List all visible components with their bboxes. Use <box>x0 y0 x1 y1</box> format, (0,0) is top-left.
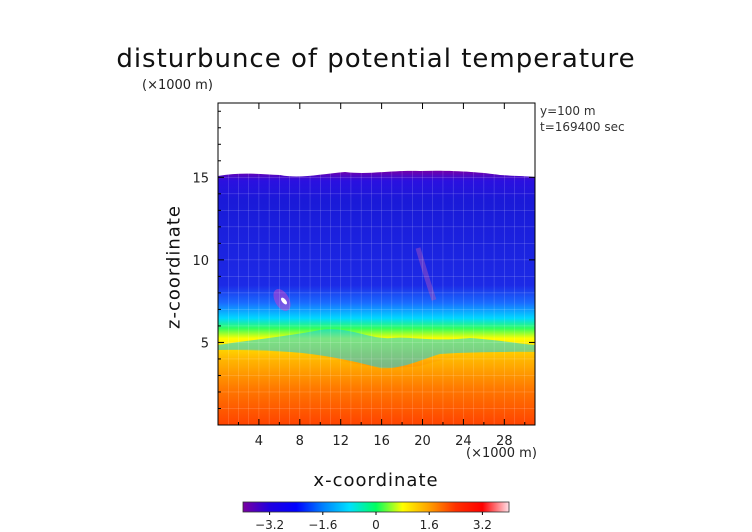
warm-layer <box>218 349 535 425</box>
y-axis: 5 10 15 <box>192 110 535 409</box>
colorbar-tick-label: 1.6 <box>420 518 439 532</box>
x-axis-unit: (×1000 m) <box>466 446 537 461</box>
x-tick-label: 4 <box>255 434 263 449</box>
x-tick-label: 28 <box>496 434 513 449</box>
x-axis-label: x-coordinate <box>313 470 439 491</box>
front-region <box>218 329 535 369</box>
x-axis: 4 8 12 16 20 24 28 <box>237 103 526 449</box>
disturbance-peak <box>281 297 287 305</box>
y-axis-unit: (×1000 m) <box>142 78 213 93</box>
x-tick-label: 16 <box>373 434 390 449</box>
annotation-y: y=100 m <box>540 104 596 118</box>
x-tick-label: 20 <box>414 434 431 449</box>
temperature-field <box>218 170 535 425</box>
colorbar-tick-label: 0 <box>372 518 380 532</box>
colorbar-tick-label: 3.2 <box>473 518 492 532</box>
y-tick-label: 5 <box>201 336 209 351</box>
y-tick-label: 10 <box>192 254 209 269</box>
chart-title: disturbunce of potential temperature <box>116 44 636 74</box>
x-tick-label: 12 <box>332 434 349 449</box>
annotation-time: t=169400 sec <box>540 120 625 134</box>
x-tick-label: 24 <box>455 434 472 449</box>
colorbar-ticks: −3.2 −1.6 0 1.6 3.2 <box>255 512 492 532</box>
y-tick-label: 15 <box>192 171 209 186</box>
x-tick-label: 8 <box>296 434 304 449</box>
disturbance-streak-right <box>415 247 437 301</box>
plot-frame <box>217 102 536 426</box>
grid <box>218 103 535 425</box>
colorbar-tick-label: −3.2 <box>255 518 284 532</box>
colorbar-tick-label: −1.6 <box>308 518 337 532</box>
colorbar <box>242 501 510 513</box>
